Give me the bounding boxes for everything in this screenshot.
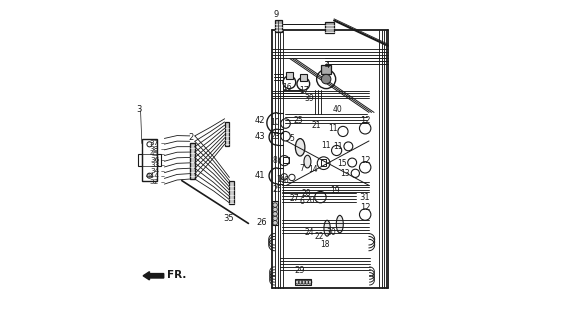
Text: 43: 43 [254, 132, 265, 141]
Text: 19: 19 [330, 186, 340, 195]
Text: 1: 1 [276, 175, 281, 185]
Text: 45: 45 [150, 151, 159, 157]
Bar [142, 140, 157, 180]
Text: 35: 35 [223, 214, 234, 223]
Bar [321, 65, 331, 74]
Text: 25: 25 [293, 116, 303, 125]
Text: 23: 23 [270, 132, 280, 141]
Text: 9: 9 [273, 10, 278, 19]
Bar [283, 157, 289, 163]
Text: 28: 28 [302, 189, 311, 198]
Text: 3: 3 [137, 105, 142, 114]
Bar [300, 74, 307, 81]
Text: 33: 33 [150, 162, 159, 168]
Text: 36: 36 [150, 157, 159, 163]
Text: 25: 25 [273, 185, 282, 194]
Text: 444: 444 [146, 173, 159, 180]
Ellipse shape [336, 215, 343, 233]
Bar [286, 72, 293, 79]
Text: 31: 31 [359, 193, 370, 202]
Text: 10: 10 [270, 118, 280, 127]
Text: 40: 40 [332, 105, 342, 114]
Text: FR.: FR. [167, 270, 186, 280]
Bar [225, 122, 229, 146]
Bar [324, 22, 334, 33]
Text: 37: 37 [150, 140, 159, 146]
Text: 41: 41 [254, 172, 265, 180]
Text: 5: 5 [289, 134, 295, 143]
Text: 38: 38 [150, 146, 159, 152]
Text: 30: 30 [327, 228, 336, 237]
Text: 46: 46 [279, 176, 289, 185]
Text: 12: 12 [360, 156, 370, 164]
Text: 20: 20 [305, 196, 315, 205]
Bar [295, 279, 311, 285]
Circle shape [321, 74, 331, 84]
Bar [138, 154, 142, 166]
Text: 32: 32 [150, 179, 159, 185]
Bar [321, 159, 327, 166]
Text: 34: 34 [150, 168, 159, 174]
Text: 15: 15 [337, 159, 347, 168]
Text: 12: 12 [360, 203, 370, 212]
Text: 21: 21 [312, 121, 321, 130]
Text: 17: 17 [299, 86, 309, 95]
Text: 2: 2 [189, 133, 194, 142]
Bar [229, 180, 234, 204]
Text: 11: 11 [328, 124, 337, 133]
Text: 24: 24 [305, 228, 314, 237]
Text: 29: 29 [294, 266, 304, 275]
Text: 8: 8 [273, 156, 277, 165]
Text: 11: 11 [333, 142, 343, 151]
Ellipse shape [304, 155, 311, 168]
Bar [190, 142, 195, 179]
Text: 4: 4 [324, 61, 329, 70]
Text: 13: 13 [340, 170, 350, 179]
Bar [272, 201, 278, 225]
Ellipse shape [324, 220, 330, 236]
Text: 16: 16 [282, 83, 292, 92]
FancyArrow shape [143, 272, 164, 280]
Text: 27: 27 [290, 194, 299, 203]
Text: 18: 18 [320, 240, 330, 249]
Text: 12: 12 [360, 116, 370, 125]
Text: 11: 11 [321, 141, 331, 150]
Text: 6: 6 [299, 197, 304, 206]
Bar [275, 20, 282, 32]
Text: 7: 7 [299, 164, 304, 173]
Text: 42: 42 [254, 116, 265, 125]
Ellipse shape [296, 139, 305, 156]
Bar [157, 154, 161, 166]
Text: 26: 26 [257, 218, 268, 227]
Text: 22: 22 [315, 232, 324, 241]
Text: 39: 39 [305, 94, 315, 103]
Text: 14: 14 [309, 165, 318, 174]
